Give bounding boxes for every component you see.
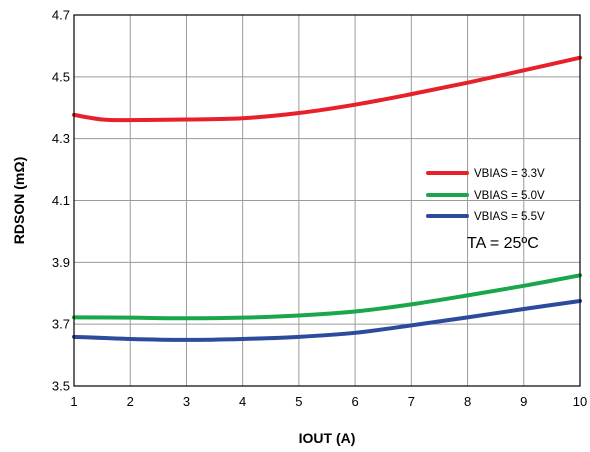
series-line-vbias-5v0	[72, 273, 582, 321]
series-layer	[72, 55, 582, 342]
legend-label: VBIAS = 5.5V	[474, 211, 545, 223]
y-tick-labels: 3.5 3.7 3.9 4.1 4.3 4.5 4.7	[52, 8, 70, 394]
y-tick-label: 3.5	[52, 379, 70, 394]
x-tick-label: 4	[239, 394, 246, 409]
x-axis-label: IOUT (A)	[299, 430, 356, 446]
x-tick-label: 7	[408, 394, 415, 409]
y-tick-label: 4.7	[52, 8, 70, 23]
plot-frame	[73, 14, 581, 387]
y-tick-label: 3.7	[52, 317, 70, 332]
x-tick-label: 9	[520, 394, 527, 409]
x-tick-label: 3	[183, 394, 190, 409]
x-tick-label: 2	[127, 394, 134, 409]
x-tick-label: 6	[351, 394, 358, 409]
legend-entry-vbias-5v5: VBIAS = 5.5V	[426, 211, 545, 223]
x-tick-label: 8	[464, 394, 471, 409]
legend-label: VBIAS = 3.3V	[474, 168, 545, 180]
y-tick-label: 3.9	[52, 255, 70, 270]
y-tick-label: 4.5	[52, 69, 70, 84]
series-line-vbias-5v5	[72, 298, 582, 342]
legend-label: VBIAS = 5.0V	[474, 190, 545, 202]
y-axis-label: RDSON (mΩ)	[11, 157, 27, 244]
legend-entry-vbias-3v3: VBIAS = 3.3V	[426, 168, 545, 180]
x-tick-label: 10	[573, 394, 587, 409]
x-tick-label: 1	[70, 394, 77, 409]
temperature-annotation: TA = 25ºC	[467, 235, 539, 252]
legend-entry-vbias-5v0: VBIAS = 5.0V	[426, 190, 545, 202]
y-tick-label: 4.1	[52, 193, 70, 208]
x-tick-label: 5	[295, 394, 302, 409]
legend: VBIAS = 3.3V VBIAS = 5.0V VBIAS = 5.5V	[426, 168, 545, 223]
x-tick-labels: 1 2 3 4 5 6 7 8 9 10	[70, 394, 587, 409]
y-tick-label: 4.3	[52, 131, 70, 146]
series-line-vbias-3v3	[72, 55, 582, 123]
